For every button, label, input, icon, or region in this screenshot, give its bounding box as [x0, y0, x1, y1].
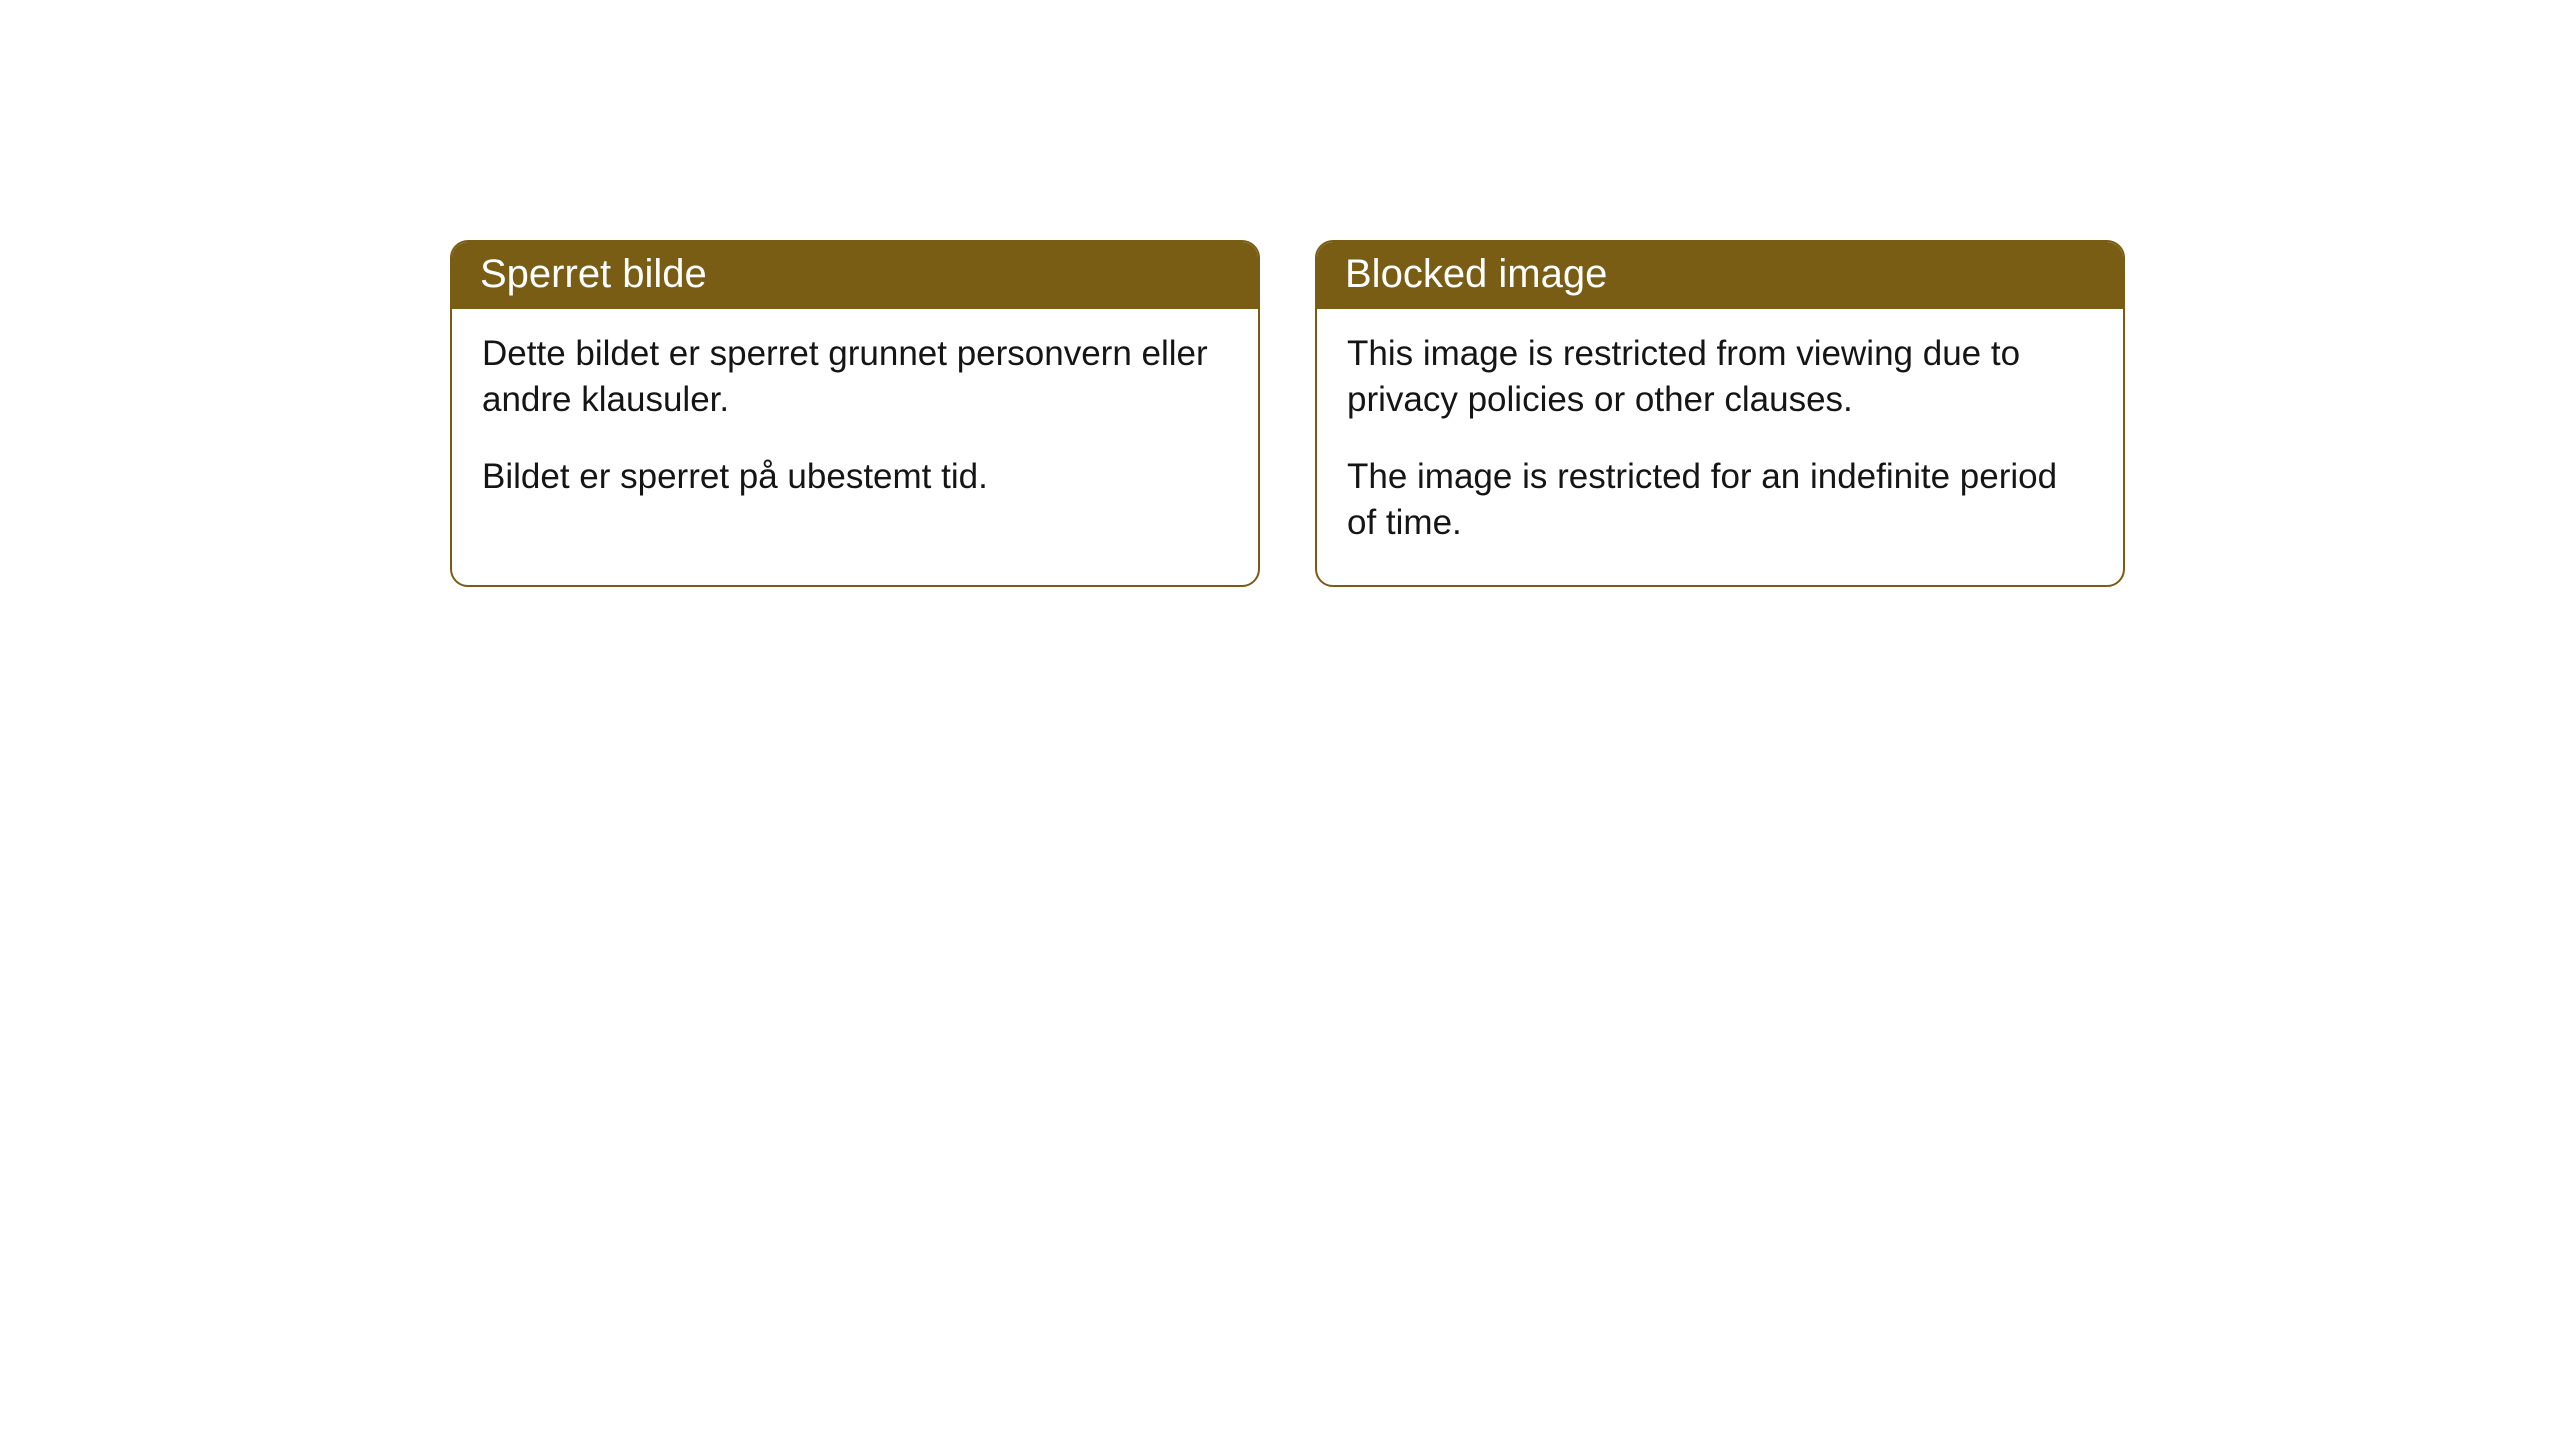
card-header: Blocked image [1317, 242, 2123, 309]
card-header: Sperret bilde [452, 242, 1258, 309]
blocked-image-card-en: Blocked image This image is restricted f… [1315, 240, 2125, 587]
card-body: Dette bildet er sperret grunnet personve… [452, 309, 1258, 540]
blocked-image-card-no: Sperret bilde Dette bildet er sperret gr… [450, 240, 1260, 587]
card-body: This image is restricted from viewing du… [1317, 309, 2123, 585]
notice-container: Sperret bilde Dette bildet er sperret gr… [450, 240, 2560, 587]
notice-paragraph: The image is restricted for an indefinit… [1347, 454, 2093, 545]
notice-paragraph: Dette bildet er sperret grunnet personve… [482, 331, 1228, 422]
notice-paragraph: This image is restricted from viewing du… [1347, 331, 2093, 422]
notice-paragraph: Bildet er sperret på ubestemt tid. [482, 454, 1228, 500]
